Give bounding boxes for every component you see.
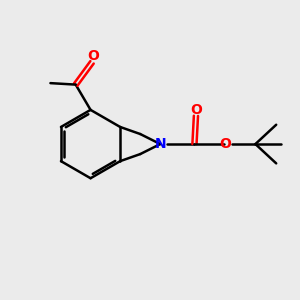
Text: O: O [88,50,100,63]
Text: O: O [190,103,202,117]
Text: O: O [220,137,232,151]
Text: N: N [155,137,167,151]
